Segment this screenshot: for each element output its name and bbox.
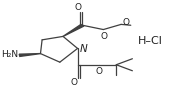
Polygon shape xyxy=(63,24,84,36)
Polygon shape xyxy=(19,54,40,56)
Text: O: O xyxy=(96,67,103,76)
Text: O: O xyxy=(101,32,108,41)
Text: H–Cl: H–Cl xyxy=(138,36,163,46)
Text: H₂N: H₂N xyxy=(2,50,19,59)
Text: O: O xyxy=(75,3,82,12)
Text: O: O xyxy=(122,18,130,27)
Text: O: O xyxy=(70,78,77,87)
Text: N: N xyxy=(80,44,88,54)
